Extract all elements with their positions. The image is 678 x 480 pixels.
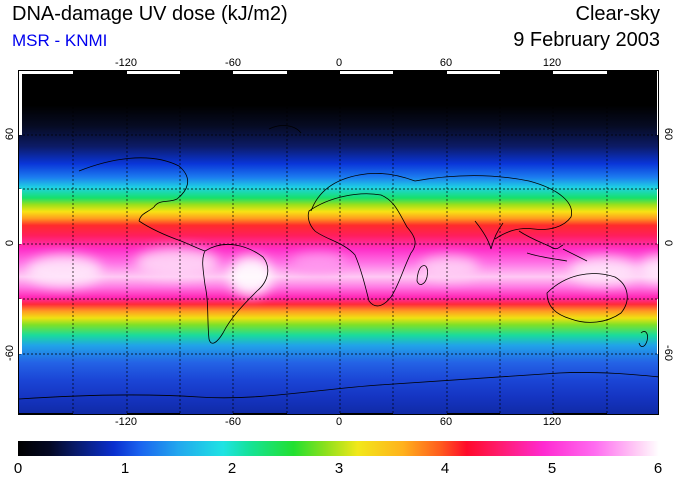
coast-madagascar: [416, 265, 428, 285]
uv-dose-map: [18, 70, 659, 415]
coast-india: [474, 220, 504, 250]
colorbar-tick-label: 2: [227, 460, 237, 477]
coast-north-america: [78, 157, 188, 222]
lon-label-top: 0: [335, 57, 343, 69]
lat-label-left: 0: [4, 239, 16, 247]
coast-africa: [307, 193, 416, 307]
coast-indonesia: [526, 248, 588, 262]
coast-greenland: [268, 125, 302, 134]
coast-central-america: [138, 220, 206, 252]
colorbar-tick-label: 4: [440, 460, 450, 477]
lon-label-bottom: 60: [439, 416, 453, 428]
uv-peak-regions: [26, 248, 658, 296]
colorbar-tick-label: 1: [120, 460, 130, 477]
title: DNA-damage UV dose (kJ/m2): [12, 3, 288, 25]
colorbar-tick-label: 6: [653, 460, 663, 477]
lon-label-bottom: 0: [335, 416, 343, 428]
coast-south-america: [202, 244, 269, 344]
sky-condition: Clear-sky: [575, 3, 660, 25]
colorbar-tick-label: 0: [13, 460, 23, 477]
coast-europe: [310, 173, 416, 212]
graticule: [19, 71, 658, 414]
lat-label-right: -60: [662, 345, 674, 361]
uv-dose-colorbar: [18, 441, 659, 456]
lat-label-right: 60: [662, 127, 674, 141]
coast-new-zealand: [638, 331, 648, 347]
lon-label-top: 120: [542, 57, 562, 69]
lon-label-top: -60: [225, 57, 241, 69]
lat-label-left: -60: [4, 345, 16, 361]
map-frame-ticks: [19, 71, 658, 414]
colorbar-tick-label: 3: [334, 460, 344, 477]
lon-label-top: -120: [114, 57, 138, 69]
coast-southeast-asia: [518, 230, 564, 250]
date-label: 9 February 2003: [513, 29, 660, 51]
coastlines: [19, 125, 658, 400]
lat-label-right: 0: [662, 239, 674, 247]
lon-label-bottom: 120: [542, 416, 562, 428]
lon-label-top: 60: [439, 57, 453, 69]
lon-label-bottom: -60: [225, 416, 241, 428]
coast-australia: [546, 273, 628, 323]
lat-label-left: 60: [4, 127, 16, 141]
coast-asia: [414, 175, 572, 240]
coast-antarctica: [19, 372, 658, 400]
colorbar-tick-label: 5: [547, 460, 557, 477]
source-label: MSR - KNMI: [12, 31, 108, 50]
lon-label-bottom: -120: [114, 416, 138, 428]
